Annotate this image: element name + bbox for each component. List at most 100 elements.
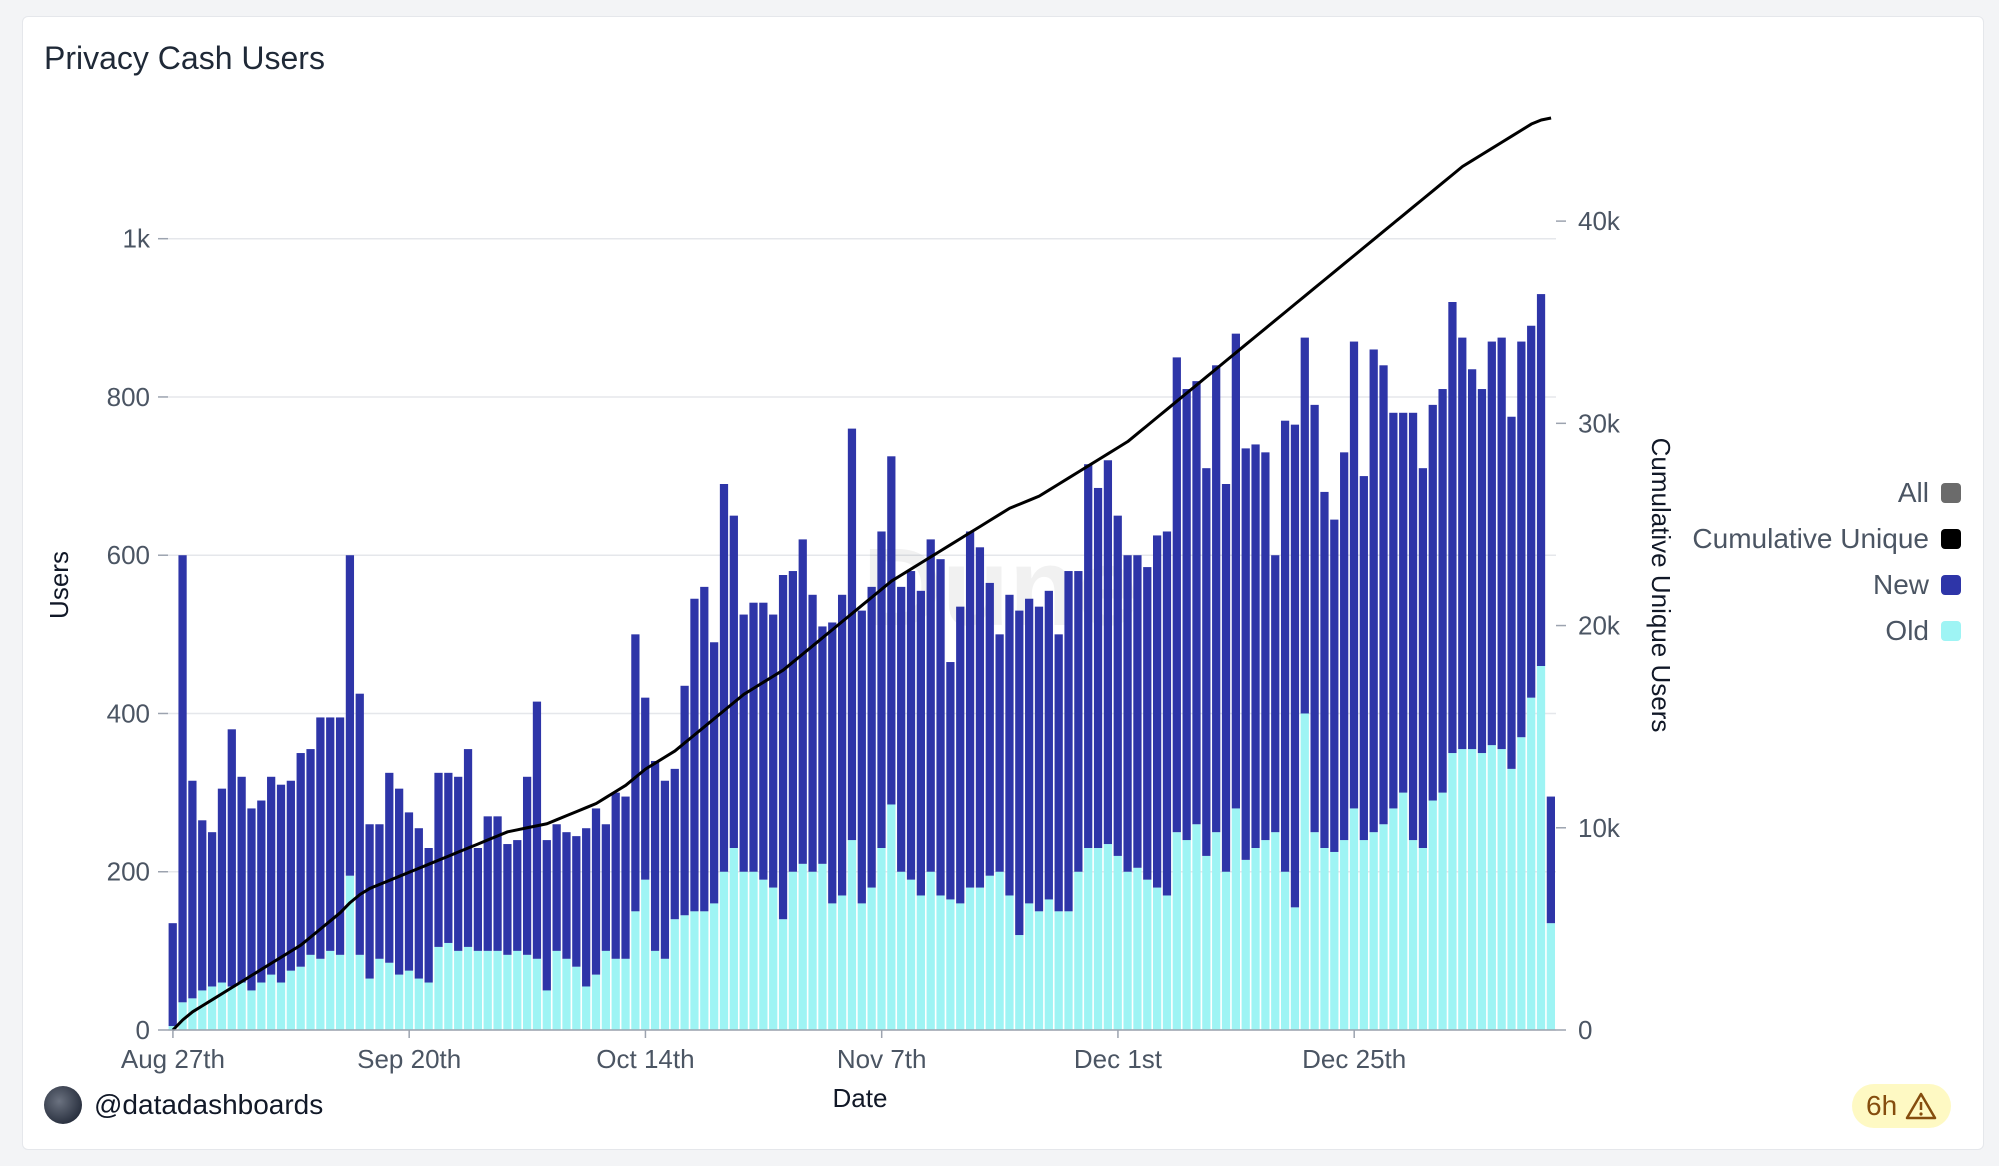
bar-old [778,919,788,1030]
bar-old [404,970,414,1030]
bar-new [572,836,581,967]
bar-old [1034,911,1044,1030]
bar-old [710,903,719,1030]
credit[interactable]: @datadashboards [44,1086,323,1124]
bar-new [965,531,975,888]
bar-old [1231,808,1240,1030]
bar-new [1448,302,1457,754]
bar-old [729,848,738,1030]
bar-new [601,824,610,951]
bar-new [562,832,571,959]
bar-new [395,788,404,975]
y2-tick-label: 30k [1578,408,1621,438]
bar-new [483,816,492,951]
bar-new [611,792,620,959]
bar-old [1399,792,1408,1030]
bar-new [1408,412,1418,841]
y-axis-title: Users [44,551,74,619]
y2-tick-label: 0 [1578,1015,1592,1045]
bars [168,294,1555,1030]
bar-new [1241,448,1250,860]
bar-new [207,832,217,987]
bar-new [198,820,207,991]
bar-new [473,848,483,951]
bar-new [532,701,542,959]
bar-old [867,887,876,1030]
bar-new [1369,349,1378,833]
bar-old [326,950,335,1030]
bar-new [985,582,994,876]
bar-new [1133,555,1142,868]
bar-new [316,717,325,959]
legend-item-new[interactable]: New [1692,562,1961,608]
bar-old [1044,899,1053,1030]
bar-new [670,768,679,920]
freshness-badge[interactable]: 6h [1852,1084,1952,1128]
bar-new [1084,464,1093,848]
y2-tick-label: 40k [1578,206,1621,236]
bar-old [1330,851,1339,1030]
bar-old [769,887,778,1030]
y-tick-label: 0 [136,1015,150,1045]
bar-new [1389,412,1398,809]
bar-new [276,784,286,983]
bar-new [1064,571,1073,912]
bar-old [818,863,827,1030]
bar-old [395,974,404,1030]
bar-old [207,986,217,1030]
bar-new [1536,294,1546,666]
bar-old [828,903,837,1030]
bar-old [1389,808,1398,1030]
bar-old [749,871,758,1030]
bar-new [690,598,699,912]
legend-swatch [1941,529,1961,549]
bar-old [985,875,994,1030]
bar-new [660,780,670,959]
bar-new [454,776,463,951]
bar-old [1271,832,1280,1030]
legend-swatch [1941,483,1961,503]
bar-new [837,594,847,896]
bar-new [798,539,807,864]
bar-new [522,776,532,955]
legend-item-cumulative[interactable]: Cumulative Unique [1692,516,1961,562]
y-tick-label: 600 [107,540,150,570]
x-tick-label: Dec 1st [1074,1044,1163,1074]
bar-old [1517,737,1526,1030]
cumulative-line-path [171,116,1552,1032]
bar-old [1064,911,1073,1030]
bar-old [837,895,847,1030]
bar-new [414,828,423,979]
bar-old [178,1002,187,1030]
bar-old [680,915,689,1030]
bar-old [1448,753,1457,1030]
bar-new [1340,452,1349,841]
bar-old [591,974,601,1030]
bar-new [1192,381,1201,825]
bar-new [1517,341,1526,738]
bar-new [975,547,985,888]
legend-item-all[interactable]: All [1692,470,1961,516]
bar-old [1074,871,1083,1030]
bar-old [483,950,492,1030]
bar-new [503,844,512,955]
bar-new [365,824,374,979]
bar-new [1093,487,1103,848]
bar-new [778,575,788,920]
bar-old [198,990,207,1030]
bar-old [1536,666,1546,1030]
bar-new [1349,341,1359,809]
bar-old [552,950,561,1030]
y-tick-label: 800 [107,382,150,412]
bar-new [591,808,601,975]
bar-new [1172,357,1181,833]
legend-item-old[interactable]: Old [1692,608,1961,654]
bar-new [828,622,837,904]
bar-old [1527,697,1536,1030]
bar-old [1468,749,1477,1030]
legend-label: New [1872,569,1929,600]
bar-new [385,772,394,963]
bar-old [1015,935,1024,1030]
bar-old [897,871,906,1030]
bar-old [1349,808,1359,1030]
